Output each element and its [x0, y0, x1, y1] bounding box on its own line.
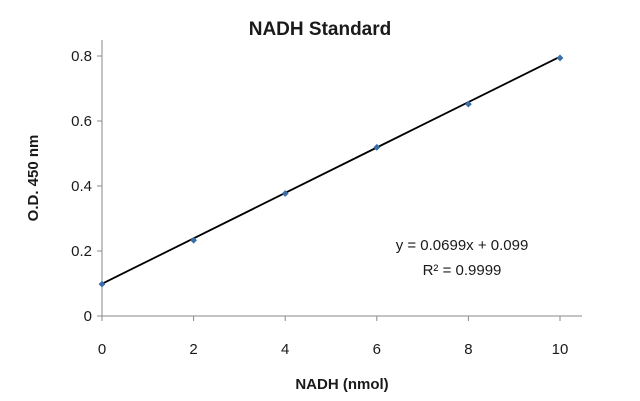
x-tick-label: 2	[189, 341, 197, 358]
axes	[101, 40, 582, 317]
x-tick-label: 8	[464, 341, 472, 358]
data-point	[190, 236, 197, 244]
trendline	[101, 55, 561, 285]
x-tick-label: 6	[373, 341, 381, 358]
y-tick-label: 0.4	[71, 178, 92, 195]
data-point	[465, 100, 472, 108]
chart-title: NADH Standard	[249, 19, 392, 40]
y-axis-label: O.D. 450 nm	[25, 135, 42, 222]
r-squared-label: R² = 0.9999	[423, 262, 502, 279]
x-tick-label: 10	[552, 341, 569, 358]
x-tick-label: 4	[281, 341, 289, 358]
data-points	[98, 54, 564, 288]
x-ticks: 0 2 4 6 8 10	[98, 316, 569, 358]
x-axis-label: NADH (nmol)	[295, 376, 388, 393]
y-tick-label: 0.6	[71, 113, 92, 130]
data-point	[556, 54, 564, 62]
y-tick-label: 0	[84, 308, 92, 325]
x-tick-label: 0	[98, 341, 106, 358]
data-point	[98, 280, 106, 288]
y-ticks: 0 0.2 0.4 0.6 0.8	[71, 48, 102, 325]
y-tick-label: 0.8	[71, 48, 92, 65]
equation-label: y = 0.0699x + 0.099	[396, 237, 529, 254]
y-tick-label: 0.2	[71, 243, 92, 260]
data-point	[373, 143, 381, 151]
data-point	[281, 190, 289, 197]
